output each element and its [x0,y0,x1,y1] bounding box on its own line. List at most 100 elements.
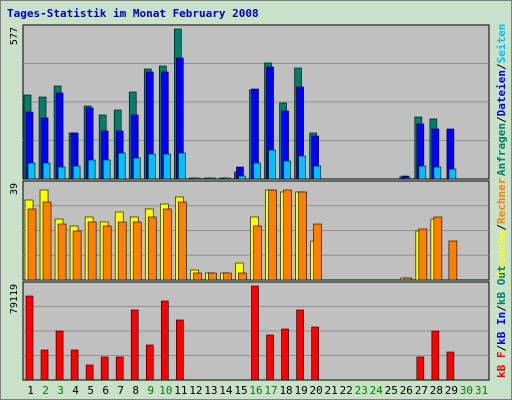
legend-kbytes: kB F/kB In/kB Out [495,265,508,378]
bar-hits-seiten-day-15 [238,175,246,180]
legend-kbytes-separator: / [495,305,508,312]
x-tick-label-day-20: 20 [310,384,323,397]
legend-hits-entry: Seiten [495,24,508,64]
x-tick-label-day-7: 7 [117,384,124,397]
x-tick-label-day-13: 13 [204,384,217,397]
bar-kbytes-kb-in-day-4 [70,349,79,381]
bar-kbytes-kb-in-day-29 [446,351,455,381]
bar-hits-seiten-day-26 [403,177,412,180]
panel-kbytes-ymax-label: 79119 [9,284,20,314]
bar-kbytes-kb-in-day-9 [145,344,154,381]
bar-visits-rechner-day-1 [27,208,37,281]
bar-visits-rechner-day-10 [162,208,172,281]
x-tick-label-day-2: 2 [42,384,49,397]
x-tick-label-day-16: 16 [249,384,262,397]
legend-visits-entry: Rechner [495,177,508,224]
bar-hits-seiten-day-5 [87,159,96,180]
legend-visits-entry: Besuche [495,230,508,277]
bar-visits-rechner-day-16 [253,225,262,281]
x-tick-label-day-9: 9 [147,384,154,397]
bar-visits-rechner-day-5 [87,221,97,281]
bar-visits-rechner-day-14 [223,272,232,281]
bar-hits-seiten-day-18 [283,160,291,180]
x-tick-label-day-4: 4 [72,384,79,397]
bar-kbytes-kb-in-day-3 [55,330,64,381]
bar-hits-seiten-day-17 [268,149,276,180]
bar-hits-seiten-day-3 [57,166,66,180]
x-tick-label-day-23: 23 [355,384,368,397]
bar-kbytes-kb-in-day-11 [176,319,184,381]
legend-kbytes-separator: / [495,345,508,352]
legend-visits-separator: / [495,224,508,231]
legend-hits-text: Anfragen/Dateien/Seiten [495,24,508,176]
bar-hits-seiten-day-29 [448,168,457,180]
bar-kbytes-kb-in-day-2 [40,349,49,381]
x-tick-label-day-28: 28 [430,384,443,397]
bar-hits-seiten-day-2 [42,162,51,180]
bar-visits-rechner-day-11 [178,201,187,281]
bar-hits-seiten-day-10 [162,153,171,180]
bar-visits-rechner-day-7 [117,221,127,281]
bar-kbytes-kb-in-day-17 [266,334,274,381]
bar-visits-rechner-day-13 [208,272,217,281]
x-tick-label-day-25: 25 [385,384,398,397]
bar-kbytes-kb-in-day-6 [100,356,109,381]
x-tick-label-day-8: 8 [132,384,139,397]
bar-visits-rechner-day-15 [238,272,247,281]
bar-hits-seiten-day-14 [223,177,231,180]
bar-visits-rechner-day-6 [102,225,112,281]
bar-hits-seiten-day-1 [27,162,36,180]
x-tick-label-day-15: 15 [234,384,247,397]
legend-visits-text: Besuche/Rechner [495,177,508,277]
x-tick-label-day-29: 29 [445,384,458,397]
legend-hits-separator: / [495,116,508,123]
x-tick-label-day-26: 26 [400,384,413,397]
bar-visits-rechner-day-29 [448,240,458,281]
bar-visits-rechner-day-18 [283,189,292,281]
x-tick-label-day-27: 27 [415,384,428,397]
legend-kbytes-text: kB F/kB In/kB Out [495,265,508,378]
bar-visits-rechner-day-20 [313,223,322,281]
x-tick-label-day-3: 3 [57,384,64,397]
bar-visits-rechner-day-9 [147,216,157,281]
legend-hits-separator: / [495,63,508,70]
bar-visits-rechner-day-26 [403,277,413,281]
bar-visits-rechner-day-28 [433,216,443,281]
bar-visits-rechner-day-8 [132,221,142,281]
bar-hits-seiten-day-6 [102,159,111,180]
bar-kbytes-kb-in-day-20 [311,326,319,381]
x-tick-label-day-19: 19 [294,384,307,397]
x-tick-label-day-24: 24 [370,384,384,397]
bar-visits-rechner-day-12 [193,272,202,281]
x-tick-label-day-31: 31 [475,384,488,397]
x-tick-label-day-5: 5 [87,384,94,397]
bar-kbytes-kb-in-day-1 [25,295,34,381]
bar-kbytes-kb-in-day-10 [160,300,169,381]
x-tick-label-day-22: 22 [340,384,353,397]
bar-kbytes-kb-in-day-18 [281,328,289,381]
legend-hits-entry: Dateien [495,70,508,116]
bar-kbytes-kb-in-day-27 [416,356,425,381]
x-tick-label-day-10: 10 [159,384,172,397]
bar-kbytes-kb-in-day-7 [115,356,124,381]
bar-hits-dateien-day-3 [55,92,64,180]
bar-visits-rechner-day-3 [57,223,67,281]
bar-kbytes-kb-in-day-8 [130,309,139,381]
x-tick-label-day-17: 17 [264,384,277,397]
bar-hits-seiten-day-19 [298,155,306,180]
bar-hits-seiten-day-11 [178,152,186,180]
bar-hits-seiten-day-12 [193,177,201,180]
panel-visits-ymax-label: 39 [9,183,20,195]
bar-hits-seiten-day-13 [208,177,216,180]
panel-hits-ymax-label: 577 [9,27,20,45]
x-tick-label-day-30: 30 [460,384,473,397]
x-tick-label-day-14: 14 [219,384,233,397]
bar-hits-seiten-day-8 [132,157,141,180]
bar-hits-seiten-day-4 [72,165,81,180]
legend-visits: Besuche/Rechner [495,177,508,277]
bar-hits-seiten-day-28 [433,166,442,180]
legend-hits-entry: Anfragen [495,123,508,176]
bar-hits-seiten-day-27 [418,165,427,180]
